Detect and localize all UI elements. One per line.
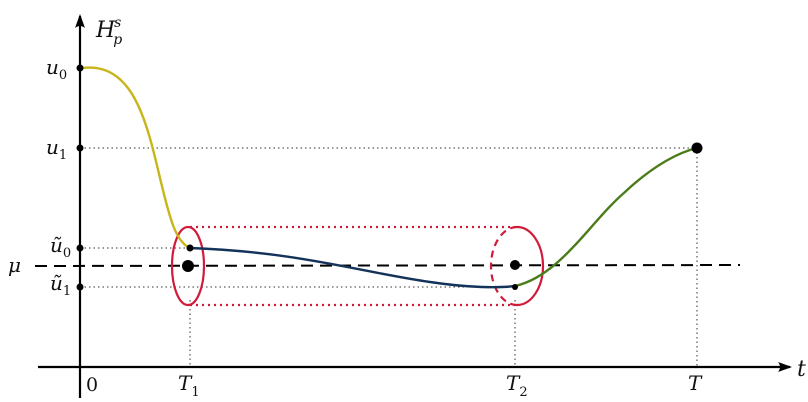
- tick-label-t-end: T: [688, 371, 703, 395]
- point-mu-t1: [182, 260, 194, 272]
- tube-ellipse-t2-front: [516, 225, 545, 307]
- guide-lines: [80, 147, 698, 367]
- points: [76, 64, 703, 291]
- x-axis-label: t: [797, 357, 806, 382]
- tube-ellipse-t1: [170, 225, 206, 307]
- mu-level-line: [34, 264, 741, 267]
- tick-label-u0: u0: [46, 55, 67, 83]
- point-end-t: [691, 142, 703, 154]
- tick-label-u1: u1: [46, 135, 67, 163]
- tick-label-origin: 0: [86, 374, 98, 396]
- tick-label-u0-tilde: ũ0: [50, 233, 71, 261]
- curve-segment-blue: [189, 246, 516, 289]
- tube-ellipse-t2-back: [489, 225, 518, 307]
- curve-segment-yellow: [81, 66, 191, 250]
- curve-segment-green: [514, 146, 698, 288]
- tick-label-u1-tilde: ũ1: [50, 271, 71, 299]
- point-mu-t2: [510, 260, 520, 270]
- y-axis-label: Hps: [95, 15, 122, 48]
- point-curve-t2: [512, 284, 518, 290]
- point-curve-t1: [186, 244, 194, 252]
- tick-label-t1: T1: [178, 371, 200, 400]
- tube-rails: [190, 225, 515, 307]
- tick-label-mu: μ: [8, 253, 21, 277]
- tick-label-t2: T2: [506, 371, 528, 400]
